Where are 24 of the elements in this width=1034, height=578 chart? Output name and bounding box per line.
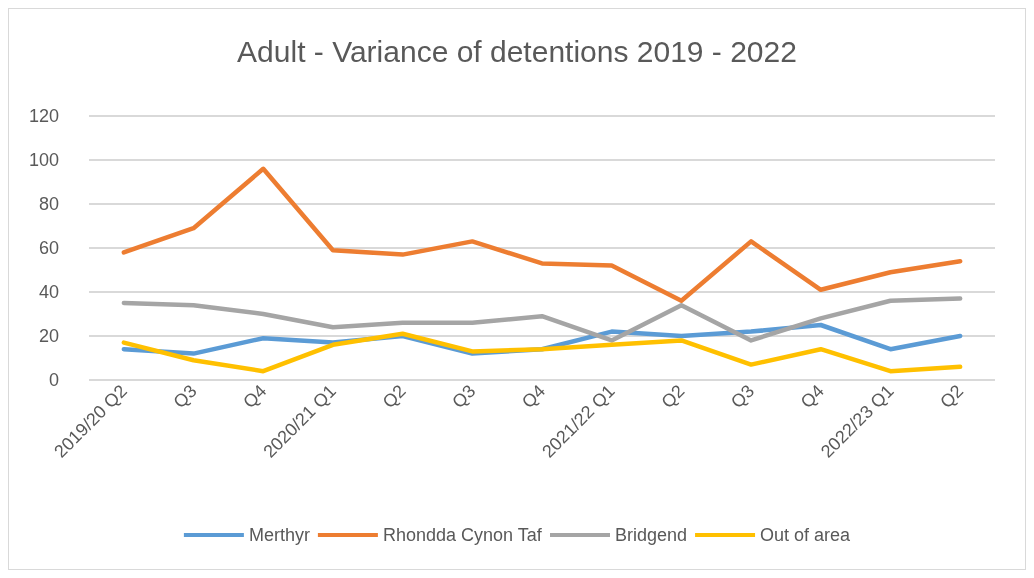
- line-series: [121, 166, 963, 304]
- legend-label: Rhondda Cynon Taf: [382, 525, 543, 545]
- y-tick-label: 60: [38, 238, 59, 258]
- x-tick-label: Q3: [169, 380, 201, 413]
- x-tick-label: Q2: [378, 380, 410, 413]
- x-tick-label: Q2: [657, 380, 689, 413]
- legend-label: Bridgend: [615, 525, 688, 545]
- legend-label: Out of area: [760, 525, 852, 545]
- line-series: [121, 331, 963, 374]
- x-tick-label: Q2: [936, 380, 968, 413]
- x-tick-label: Q4: [796, 380, 828, 413]
- line-series: [121, 296, 963, 343]
- y-tick-label: 20: [38, 326, 59, 346]
- x-tick-label: Q3: [727, 380, 759, 413]
- x-tick-label: Q4: [239, 380, 271, 413]
- y-tick-label: 120: [28, 106, 59, 126]
- x-tick-label: Q3: [448, 380, 480, 413]
- y-tick-label: 0: [48, 370, 59, 390]
- chart-title: Adult - Variance of detentions 2019 - 2022: [237, 34, 797, 68]
- y-tick-label: 80: [38, 194, 59, 214]
- x-tick-label: Q4: [517, 380, 550, 413]
- y-tick-label: 40: [38, 282, 59, 302]
- y-tick-label: 100: [28, 150, 59, 170]
- legend-label: Merthyr: [248, 525, 310, 545]
